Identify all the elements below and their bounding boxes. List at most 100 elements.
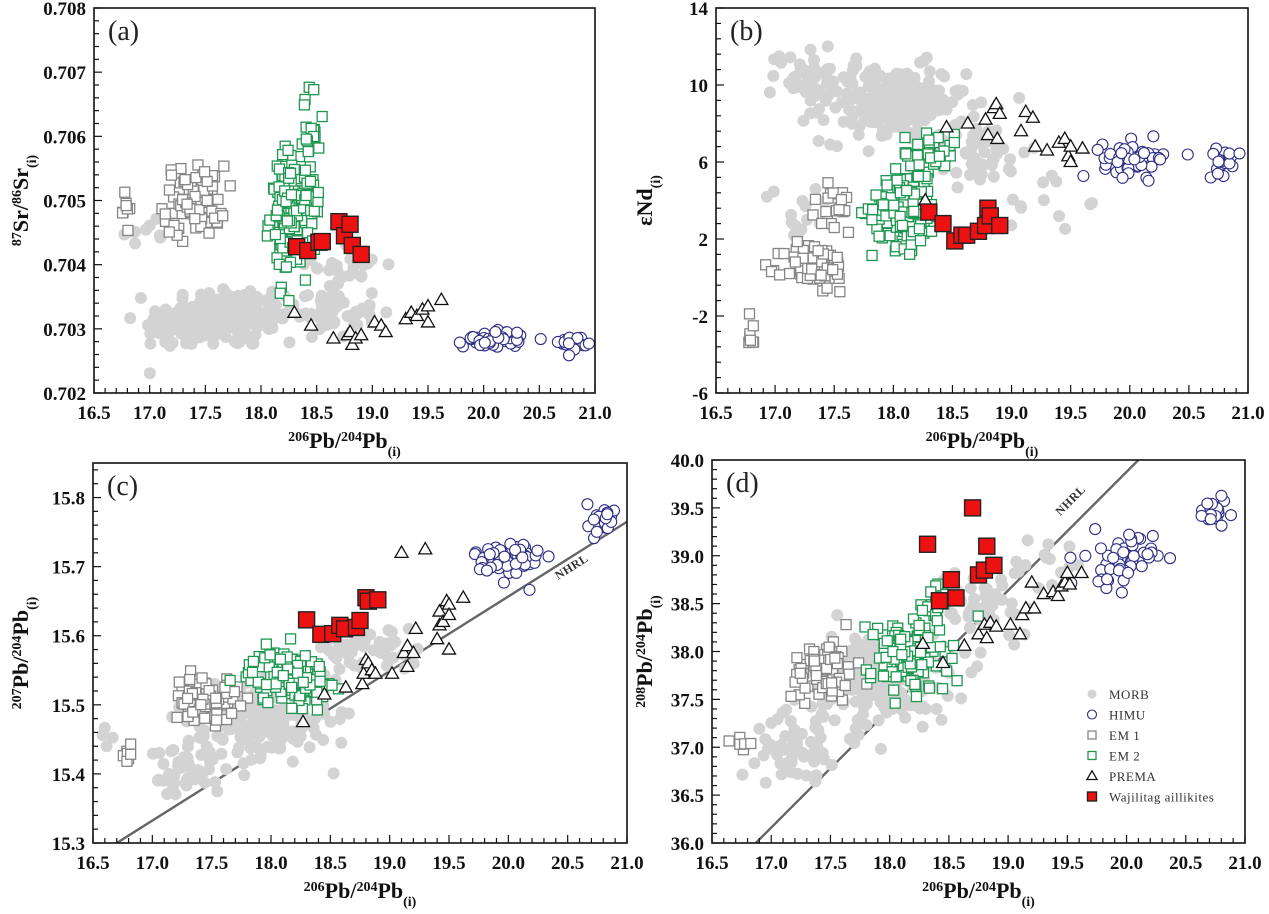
panel-d-morb-point	[916, 720, 929, 733]
panel-a-morb-point	[238, 288, 251, 301]
panel-a-morb-point	[124, 312, 137, 325]
panel-c-morb-point	[151, 774, 164, 787]
panel-b-em1-point	[827, 264, 839, 276]
panel-a-em2-point	[299, 164, 312, 176]
panel-c-em1-point	[210, 692, 222, 704]
panel-b-morb-point	[923, 65, 936, 78]
panel-c: 16.5 17.0 17.5 18.0 18.5 19.0 19.5 20.0 20.5 21.0…	[8, 462, 644, 910]
panel-c-himu-point	[497, 576, 510, 589]
panel-d-x-tick-label: 19.5	[1051, 853, 1084, 874]
panel-b-prema-point	[1013, 123, 1029, 137]
panel-c-em2-point	[286, 702, 298, 715]
panel-c-morb-point	[215, 747, 228, 760]
panel-d-em2-point	[913, 619, 925, 632]
panel-a-morb-point	[241, 299, 254, 312]
panel-a-em1-point	[175, 162, 187, 175]
panel-c-morb-point	[245, 753, 258, 766]
panel-b-morb-point	[1015, 201, 1028, 214]
panel-a-morb-point	[327, 317, 340, 330]
panel-d-morb-point	[935, 713, 948, 726]
panel-c-morb-point	[211, 730, 224, 743]
panel-a-y-tick-label: 0.706	[43, 127, 86, 148]
panel-d-em2-point	[947, 639, 960, 652]
panel-a-x-tick-label: 18.5	[300, 403, 333, 424]
panel-d-morb-point	[1003, 629, 1016, 642]
panel-a-series-wajilitag	[287, 212, 370, 264]
panel-a-em2-point	[283, 294, 295, 307]
panel-b-prema-point	[1074, 140, 1091, 154]
panel-a-em1-point	[201, 194, 213, 207]
panel-c-prema-point	[316, 686, 333, 700]
panel-c-em1-point	[198, 712, 211, 724]
panel-d-himu-point	[1215, 519, 1228, 532]
panel-b-morb-point	[1018, 146, 1031, 159]
legend-item-morb: MORB	[1087, 687, 1149, 702]
panel-a-ticks: 16.5 17.0 17.5 18.0 18.5 19.0 19.5 20.0 20.5 21.0…	[43, 0, 611, 424]
panel-c-prema-point	[399, 658, 416, 672]
panel-b-morb-point	[876, 124, 889, 137]
panel-d-morb-point	[981, 587, 994, 600]
panel-d-morb-point	[791, 767, 804, 780]
panel-b-em2-point	[903, 248, 916, 260]
panel-b-em1-point	[834, 286, 846, 298]
panel-b-x-axis-title: 206Pb/204Pb(i)	[926, 428, 1039, 460]
panel-b-em2-point	[891, 174, 903, 186]
panel-a-himu-point	[453, 336, 466, 349]
panel-c-himu-point	[590, 525, 603, 538]
panel-d-em2-point	[865, 667, 877, 680]
panel-b-em2-point	[923, 134, 935, 146]
panel-c-himu-point	[498, 550, 511, 563]
panel-b-em1-point	[835, 193, 848, 206]
panel-a-em2-point	[271, 204, 284, 216]
panel-a-prema-point	[353, 327, 369, 341]
panel-b-morb-point	[763, 86, 776, 99]
panel-d-em2-point	[910, 690, 923, 703]
panel-b-morb-point	[854, 86, 867, 99]
panel-a-em1-point	[122, 224, 134, 237]
panel-c-x-tick-label: 16.5	[76, 853, 109, 874]
panel-a-morb-point	[179, 314, 192, 327]
panel-c-morb-point	[181, 740, 194, 753]
panel-b-morb-point	[1085, 197, 1098, 210]
panel-d-y-tick-label: 38.5	[671, 595, 704, 616]
panel-a-em2-point	[273, 163, 286, 175]
panel-d-prema-point	[1073, 564, 1090, 579]
panel-a-em2-point	[300, 189, 312, 202]
panel-d-x-tick-label: 17.5	[814, 853, 847, 874]
panel-b-himu-point	[1147, 130, 1160, 143]
panel-d-em2-point	[916, 659, 928, 671]
panel-d-morb-point	[736, 768, 749, 781]
panel-a-y-tick-label: 0.708	[43, 0, 86, 20]
panel-a-x-tick-label: 21.0	[578, 403, 611, 424]
panel-d-prema-point	[1012, 626, 1028, 640]
panel-c-morb-point	[193, 731, 206, 744]
panel-d-wajilitag-point	[918, 535, 937, 553]
panel-b-morb-point	[1050, 175, 1063, 188]
panel-d-x-axis-title: 206Pb/204Pb(i)	[922, 878, 1035, 910]
legend-item-wajilitag: Wajilitag aillikites	[1086, 790, 1214, 805]
panel-d-y-tick-label: 38.0	[671, 643, 704, 664]
panel-b-morb-point	[1053, 210, 1066, 223]
panel-d-morb-point	[852, 728, 865, 741]
panel-d-wajilitag-point	[978, 537, 996, 555]
panel-b-em1-point	[806, 263, 818, 275]
panel-b-em2-point	[933, 150, 946, 162]
panel-d-series-em2	[859, 578, 984, 709]
panel-c-morb-point	[330, 652, 343, 665]
panel-d-morb-point	[860, 719, 873, 732]
panel-b-prema-point	[1063, 153, 1079, 168]
panel-d-morb-point	[1042, 538, 1055, 551]
panel-c-label: (c)	[107, 471, 138, 502]
panel-d-himu-point	[1079, 549, 1092, 562]
panel-c-x-tick-label: 20.5	[551, 853, 584, 874]
panel-d-em2-point	[895, 633, 907, 645]
panel-b-y-tick-label: -6	[692, 384, 708, 405]
panel-d-morb-point	[775, 768, 788, 781]
panel-a-em1-point	[203, 227, 215, 239]
panel-c-morb-point	[364, 628, 377, 641]
panel-c-em2-point	[270, 678, 282, 690]
panel-a-em1-point	[212, 193, 224, 206]
panel-d-prema-point	[1002, 616, 1019, 630]
panel-c-em1-point	[125, 738, 137, 750]
panel-c-morb-point	[272, 742, 285, 755]
